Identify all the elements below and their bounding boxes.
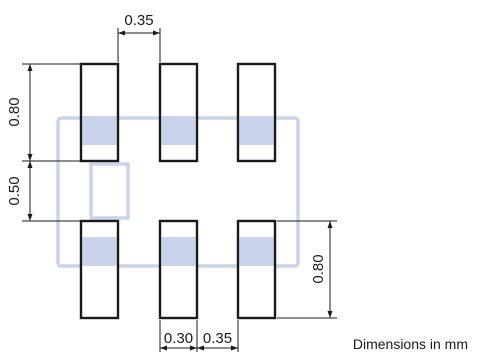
pad-bottom-right bbox=[236, 219, 277, 320]
dimension-label-left-pad-height: 0.80 bbox=[6, 97, 23, 126]
dimension-label-right-pad-height: 0.80 bbox=[310, 254, 327, 283]
dimension-label-left-row-gap: 0.50 bbox=[6, 176, 23, 205]
dimension-top-pitch: 0.35 bbox=[117, 12, 161, 62]
dimension-bottom-pad-width: 0.30 0.35 bbox=[159, 320, 239, 352]
dimension-label-top-pitch: 0.35 bbox=[124, 12, 153, 29]
overlap-top-right bbox=[239, 116, 274, 145]
units-footnote: Dimensions in mm bbox=[353, 336, 468, 352]
overlap-bottom-left bbox=[82, 237, 117, 266]
pad-top-left bbox=[79, 62, 120, 163]
pad-top-middle bbox=[158, 62, 199, 163]
pad-bottom-left bbox=[79, 219, 120, 320]
dimension-right-pad-height: 0.80 bbox=[277, 220, 337, 319]
dimension-label-bottom-pad-gap: 0.35 bbox=[203, 330, 232, 347]
overlap-bottom-right bbox=[239, 237, 274, 266]
pad-bottom-middle bbox=[158, 219, 199, 320]
overlap-top-middle bbox=[161, 116, 196, 145]
dimension-left-pad-height: 0.80 bbox=[6, 63, 80, 162]
overlap-bottom-middle bbox=[161, 237, 196, 266]
overlap-top-left bbox=[82, 116, 117, 145]
dimension-label-bottom-pad-width: 0.30 bbox=[164, 330, 193, 347]
package-inner-outline bbox=[89, 162, 130, 220]
pad-top-right bbox=[236, 62, 277, 163]
dimension-left-row-gap: 0.50 bbox=[6, 161, 80, 222]
